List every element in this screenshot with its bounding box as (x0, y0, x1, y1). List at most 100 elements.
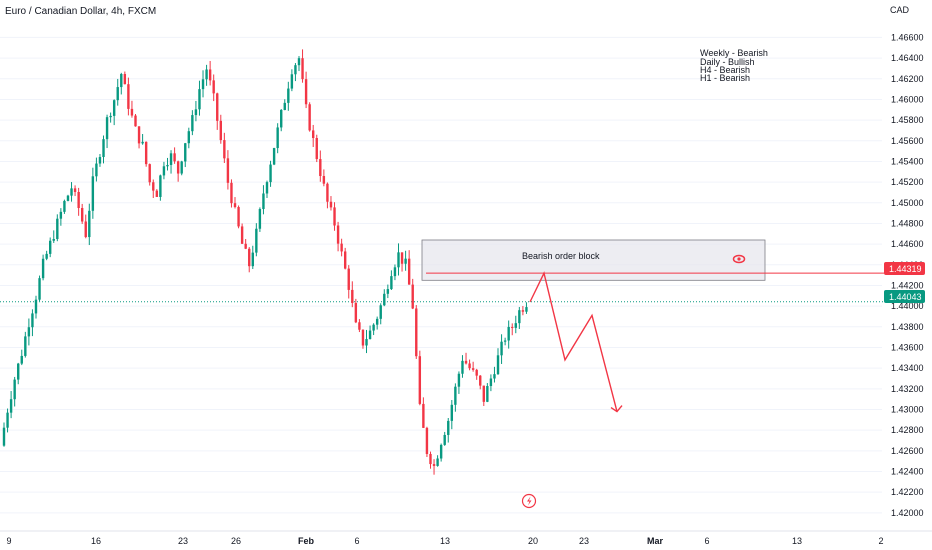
candle[interactable] (123, 71, 127, 85)
candle[interactable] (88, 203, 91, 246)
candle[interactable] (468, 359, 471, 371)
candle[interactable] (457, 371, 461, 394)
candle[interactable] (244, 239, 247, 250)
candle[interactable] (425, 426, 429, 458)
candle[interactable] (148, 163, 151, 186)
candle[interactable] (6, 408, 9, 433)
candle[interactable] (116, 78, 119, 106)
candle[interactable] (130, 100, 134, 118)
candle[interactable] (347, 265, 350, 299)
candles-layer[interactable] (2, 49, 528, 475)
candle[interactable] (70, 182, 73, 202)
candle[interactable] (134, 113, 137, 127)
candle[interactable] (333, 202, 336, 231)
candle[interactable] (251, 245, 254, 270)
candle[interactable] (368, 325, 372, 340)
candle[interactable] (162, 161, 166, 180)
candle[interactable] (340, 238, 343, 257)
candle[interactable] (84, 214, 87, 239)
candle[interactable] (418, 350, 422, 406)
candle[interactable] (443, 431, 446, 446)
candle[interactable] (198, 80, 201, 116)
candle[interactable] (152, 179, 155, 198)
candle[interactable] (120, 72, 123, 95)
candle[interactable] (489, 374, 493, 392)
candle[interactable] (365, 329, 368, 354)
candle[interactable] (407, 250, 411, 285)
candle[interactable] (432, 459, 436, 475)
candle[interactable] (41, 254, 45, 281)
candle[interactable] (105, 114, 109, 149)
candle[interactable] (383, 289, 386, 307)
candle[interactable] (31, 309, 34, 337)
candle[interactable] (262, 185, 265, 215)
projection-line[interactable] (529, 271, 618, 412)
candle[interactable] (312, 124, 315, 147)
candle[interactable] (386, 284, 390, 299)
candle[interactable] (102, 135, 105, 164)
candle[interactable] (59, 208, 63, 226)
candle[interactable] (38, 275, 41, 302)
candle[interactable] (507, 320, 510, 349)
candle[interactable] (212, 74, 215, 102)
candle[interactable] (66, 194, 70, 202)
candle[interactable] (518, 306, 521, 330)
price-axis[interactable]: CAD 1.46600 1.46400 1.46200 1.46000 1.45800 1… (890, 5, 924, 518)
candle[interactable] (447, 417, 450, 443)
candle[interactable] (390, 270, 393, 291)
candle[interactable] (56, 214, 59, 242)
candle[interactable] (27, 318, 31, 346)
candle[interactable] (375, 316, 379, 330)
candle[interactable] (237, 205, 240, 229)
candle[interactable] (24, 331, 27, 358)
candle[interactable] (159, 174, 162, 201)
candle[interactable] (216, 92, 219, 130)
candle[interactable] (482, 385, 485, 407)
candle[interactable] (450, 400, 454, 430)
candle[interactable] (471, 361, 475, 372)
candle[interactable] (464, 352, 468, 365)
candle[interactable] (34, 295, 38, 319)
candle[interactable] (166, 157, 169, 171)
candle[interactable] (45, 250, 48, 261)
candle[interactable] (201, 70, 205, 98)
candle[interactable] (223, 132, 226, 164)
candle[interactable] (173, 147, 176, 164)
trend-notes[interactable]: Weekly - Bearish Daily - Bullish H4 - Be… (700, 48, 768, 83)
candle[interactable] (9, 391, 13, 419)
candle[interactable] (63, 199, 66, 214)
lightning-icon[interactable] (521, 493, 537, 509)
candle[interactable] (137, 126, 141, 149)
candle[interactable] (191, 110, 194, 136)
candle[interactable] (493, 366, 496, 383)
candle[interactable] (52, 230, 55, 243)
candle[interactable] (226, 150, 230, 190)
candle[interactable] (294, 63, 297, 82)
candle[interactable] (326, 182, 329, 209)
candle[interactable] (400, 252, 404, 272)
candle[interactable] (475, 368, 478, 380)
candle[interactable] (329, 196, 333, 211)
candle[interactable] (77, 187, 80, 216)
candle[interactable] (255, 223, 258, 257)
candle[interactable] (354, 298, 358, 324)
candle[interactable] (219, 114, 222, 144)
candle[interactable] (511, 323, 514, 336)
candle[interactable] (521, 306, 525, 316)
candle[interactable] (304, 71, 308, 109)
candle[interactable] (336, 221, 340, 252)
candle[interactable] (272, 147, 276, 166)
candle[interactable] (315, 134, 318, 163)
candle[interactable] (439, 443, 443, 462)
candle[interactable] (290, 69, 294, 92)
candle[interactable] (258, 207, 262, 232)
candle[interactable] (91, 167, 95, 219)
candle[interactable] (208, 60, 212, 86)
candle[interactable] (233, 197, 237, 209)
candle[interactable] (301, 49, 304, 83)
candle[interactable] (322, 169, 326, 187)
candle[interactable] (415, 305, 418, 359)
candle[interactable] (141, 134, 144, 145)
candle[interactable] (280, 109, 283, 132)
